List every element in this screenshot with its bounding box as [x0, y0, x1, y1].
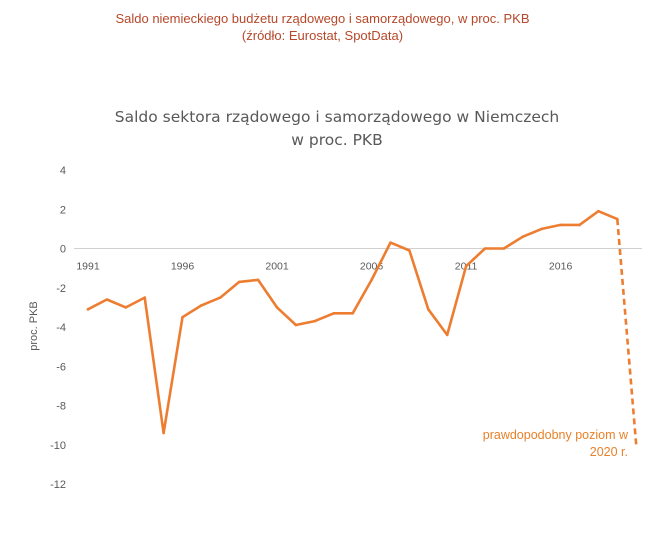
data-point	[351, 311, 354, 315]
data-point	[332, 311, 336, 315]
data-point	[408, 249, 411, 252]
series-line	[86, 209, 619, 435]
data-point	[597, 209, 600, 213]
data-point	[162, 431, 165, 435]
chart-title-line2: w proc. PKB	[291, 131, 382, 149]
x-tick-label: 1991	[76, 261, 100, 273]
x-axis-ticks: 199119962001200620112016	[76, 261, 572, 273]
y-axis-label: proc. PKB	[28, 301, 40, 351]
data-point	[483, 247, 487, 250]
data-point	[294, 323, 298, 327]
y-tick-label: 0	[60, 244, 66, 256]
data-point	[256, 278, 260, 282]
data-point	[200, 304, 203, 307]
data-point	[237, 280, 241, 284]
data-point	[559, 223, 562, 227]
data-point	[426, 308, 430, 311]
data-point	[181, 315, 184, 319]
x-tick-label: 1996	[171, 261, 195, 273]
data-point	[521, 235, 525, 239]
data-point	[124, 306, 128, 309]
y-axis-ticks: 4 2 0 -2 -4 -6 -8 -10 -12	[50, 165, 66, 491]
data-point	[578, 223, 581, 227]
data-point	[445, 333, 449, 337]
chart-title-line1: Saldo sektora rządowego i samorządowego …	[115, 108, 560, 126]
data-point	[86, 308, 90, 311]
data-point	[540, 227, 543, 231]
y-tick-label: -10	[50, 440, 66, 452]
caption-source: (źródło: Eurostat, SpotData)	[241, 28, 404, 43]
projection-label-line1: prawdopodobny poziom w	[483, 428, 629, 442]
y-tick-label: -12	[50, 479, 66, 491]
data-point	[616, 217, 619, 221]
data-point	[275, 306, 279, 309]
y-tick-label: -4	[56, 322, 66, 334]
x-tick-label: 2001	[265, 261, 289, 273]
y-tick-label: -8	[56, 401, 66, 413]
data-point	[219, 296, 222, 299]
data-point	[105, 298, 109, 301]
data-point	[370, 278, 373, 282]
y-tick-label: 4	[60, 165, 66, 177]
data-point	[464, 264, 468, 268]
data-point	[143, 296, 147, 299]
data-point	[502, 247, 506, 250]
x-tick-label: 2016	[549, 261, 573, 273]
projection-line	[616, 218, 638, 445]
y-tick-label: 2	[60, 204, 66, 216]
y-tick-label: -6	[56, 361, 66, 373]
data-points	[86, 209, 619, 435]
data-point	[313, 319, 317, 323]
data-point	[389, 241, 392, 244]
projection-label-line2: 2020 r.	[590, 445, 628, 459]
figure-caption: Saldo niemieckiego budżetu rządowego i s…	[0, 10, 645, 44]
y-tick-label: -2	[56, 283, 66, 295]
caption-title: Saldo niemieckiego budżetu rządowego i s…	[115, 11, 530, 26]
